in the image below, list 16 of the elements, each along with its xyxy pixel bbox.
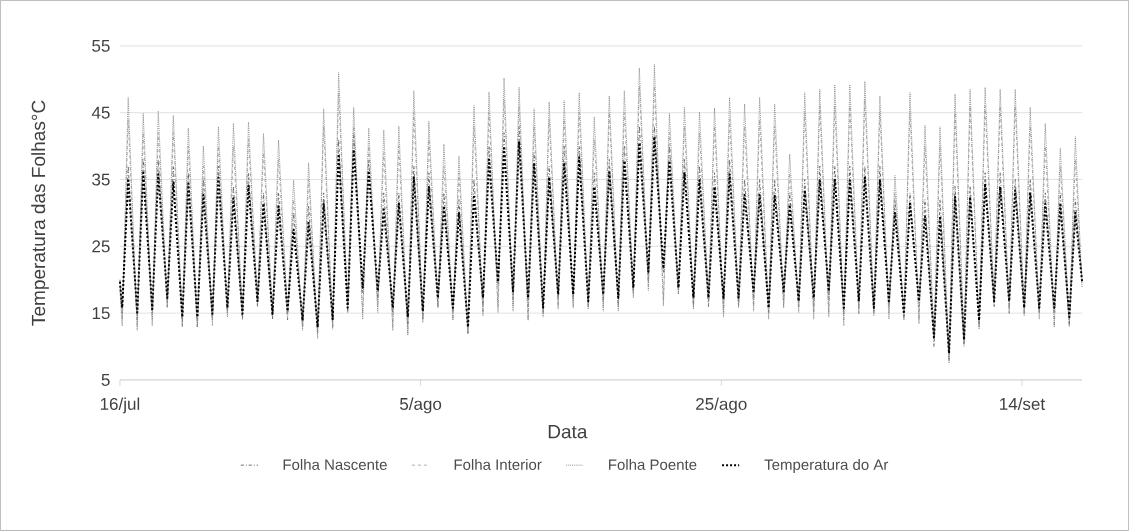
x-tick-label: 14/set — [1000, 397, 1045, 411]
y-tick-label: 15 — [92, 307, 110, 320]
y-axis-title: Temperatura das Folhas°C — [31, 100, 49, 326]
y-tick-label: 25 — [92, 240, 110, 253]
x-tick-label: 5/ago — [400, 397, 442, 414]
x-axis-title: Data — [548, 425, 588, 439]
x-tick-label: 16/jul — [100, 397, 140, 414]
legend-label: Folha Nascente — [283, 459, 387, 471]
legend-label: Folha Poente — [609, 459, 697, 471]
y-tick-label: 55 — [92, 40, 110, 52]
y-tick-label: 35 — [92, 173, 110, 186]
legend-label: Folha Interior — [454, 459, 542, 471]
x-tick-label: 25/ago — [696, 397, 747, 414]
y-tick-label: 45 — [91, 106, 110, 119]
y-tick-label: 5 — [101, 374, 110, 386]
legend-label: Temperatura do Ar — [764, 459, 889, 473]
